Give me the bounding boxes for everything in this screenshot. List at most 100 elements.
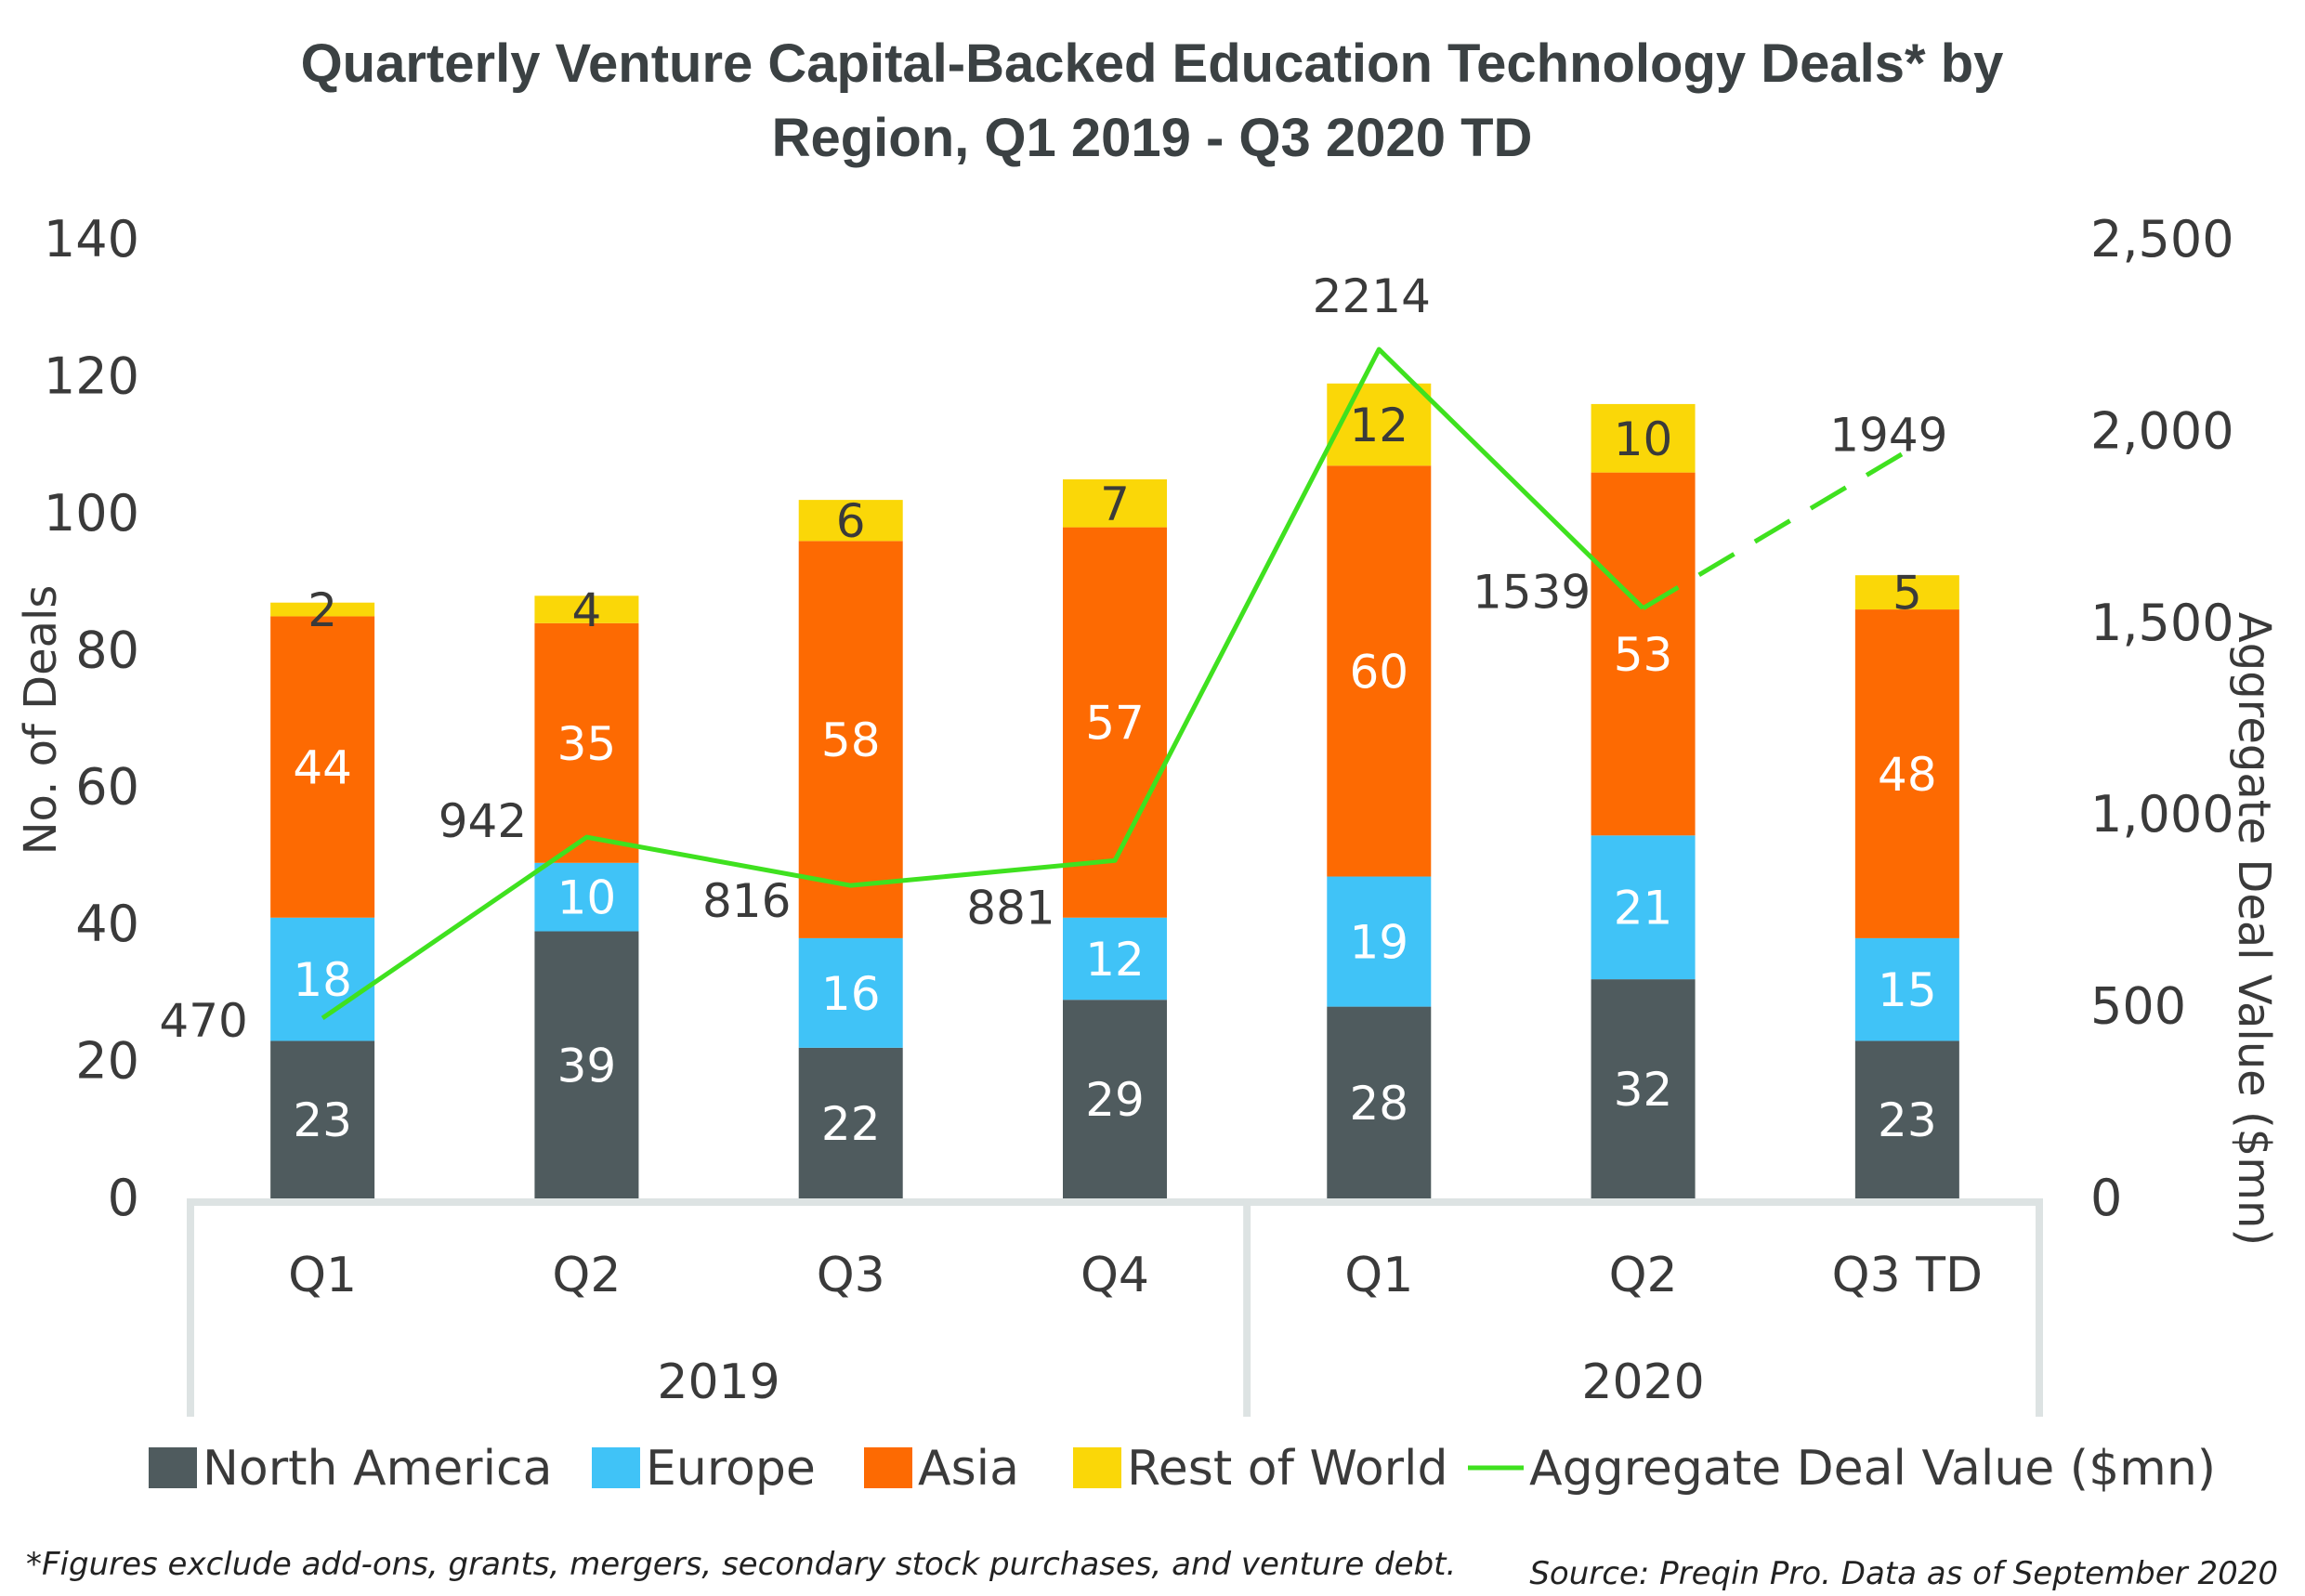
bar-segment-rest-of-world xyxy=(270,602,375,617)
bar-segment-label: 7 xyxy=(1100,477,1130,531)
bar-segment-rest-of-world xyxy=(1591,403,1696,473)
legend-swatch-asia xyxy=(864,1447,912,1488)
y2-tick-label: 0 xyxy=(2090,1169,2122,1227)
bar-segment-asia xyxy=(1591,472,1696,836)
y2-axis-title: Aggregate Deal Value ($mn) xyxy=(2228,612,2280,1246)
line-value-label: 881 xyxy=(966,881,1054,935)
bar-segment-north-america xyxy=(1854,1040,1959,1198)
bar-segment-label: 4 xyxy=(572,583,602,637)
bar-segment-label: 2 xyxy=(308,583,337,637)
bar-segment-north-america xyxy=(1591,979,1696,1198)
bar-segment-label: 29 xyxy=(1085,1073,1145,1127)
bar-segment-north-america xyxy=(270,1040,375,1198)
bar-segment-asia xyxy=(270,616,375,918)
y2-tick-label: 500 xyxy=(2090,977,2186,1036)
category-label: Q1 xyxy=(1344,1248,1413,1303)
bar-segment-label: 44 xyxy=(293,741,352,795)
category-label: Q3 xyxy=(817,1248,885,1303)
bar-segment-asia xyxy=(534,622,639,863)
legend-swatch-europe xyxy=(592,1447,640,1488)
line-value-label: 470 xyxy=(159,994,247,1048)
y-tick-label: 100 xyxy=(44,484,139,543)
bar-segment-europe xyxy=(798,937,903,1048)
y-tick-label: 60 xyxy=(75,758,139,817)
legend-label: North America xyxy=(203,1441,552,1497)
bar-segment-label: 5 xyxy=(1892,567,1922,621)
bar-segment-rest-of-world xyxy=(1327,383,1432,466)
legend-label: Europe xyxy=(646,1441,816,1497)
category-label: Q1 xyxy=(288,1248,357,1303)
bar-segment-label: 21 xyxy=(1614,882,1673,935)
chart-title-line-2: Region, Q1 2019 - Q3 2020 TD xyxy=(772,108,1533,168)
bar-segment-asia xyxy=(1063,527,1167,918)
bar-segment-rest-of-world xyxy=(534,595,639,623)
legend-swatch-north-america xyxy=(149,1447,197,1488)
bar-segment-north-america xyxy=(798,1047,903,1198)
bar-segment-label: 23 xyxy=(1878,1093,1937,1147)
y-tick-label: 80 xyxy=(75,621,139,679)
group-label: 2020 xyxy=(1581,1354,1704,1410)
y-tick-label: 0 xyxy=(108,1169,139,1227)
source-note: Source: Preqin Pro. Data as of September… xyxy=(1529,1555,2278,1592)
group-label: 2019 xyxy=(657,1354,779,1410)
legend-label: Aggregate Deal Value ($mn) xyxy=(1529,1441,2216,1497)
bar-segment-label: 53 xyxy=(1614,628,1673,682)
bar-segment-label: 48 xyxy=(1878,748,1937,802)
bar-segment-label: 10 xyxy=(557,871,617,925)
y2-axis-ticks: 0 500 1,000 1,500 2,000 2,500 xyxy=(2090,210,2234,1227)
y-tick-label: 20 xyxy=(75,1032,139,1091)
bar-segment-label: 57 xyxy=(1085,697,1145,751)
y2-tick-label: 1,000 xyxy=(2090,785,2234,844)
y-tick-label: 120 xyxy=(44,347,139,405)
bar-segment-label: 60 xyxy=(1349,645,1408,699)
y-tick-label: 140 xyxy=(44,210,139,268)
bar-segment-europe xyxy=(1591,835,1696,980)
category-axis-frame xyxy=(187,1198,2043,1417)
bar-segment-label: 32 xyxy=(1614,1063,1673,1117)
y2-tick-label: 2,000 xyxy=(2090,401,2234,460)
bar-segment-label: 19 xyxy=(1349,916,1408,970)
line-value-label: 942 xyxy=(439,794,527,848)
category-label: Q4 xyxy=(1080,1248,1149,1303)
line-value-label: 816 xyxy=(702,874,791,928)
bar-segment-north-america xyxy=(1327,1006,1432,1198)
bar-segment-label: 39 xyxy=(557,1039,617,1092)
bar-segment-europe xyxy=(1063,917,1167,1001)
footnote: *Figures exclude add-ons, grants, merger… xyxy=(26,1546,1456,1583)
line-value-label: 1539 xyxy=(1473,566,1591,620)
bar-segment-label: 35 xyxy=(557,717,617,771)
bar-segment-label: 15 xyxy=(1878,963,1937,1017)
bar-segment-rest-of-world xyxy=(1854,575,1959,610)
bar-segment-label: 58 xyxy=(821,713,881,767)
line-series-solid xyxy=(321,347,1645,1021)
bar-segment-asia xyxy=(1854,609,1959,938)
bar-segment-rest-of-world xyxy=(798,500,903,542)
bar-segment-label: 28 xyxy=(1349,1077,1408,1131)
category-label: Q2 xyxy=(1609,1248,1678,1303)
bar-segment-asia xyxy=(1327,465,1432,877)
bar-segment-north-america xyxy=(534,931,639,1198)
chart-title-line-1: Quarterly Venture Capital-Backed Educati… xyxy=(301,33,2004,94)
category-label: Q3 TD xyxy=(1832,1248,1983,1303)
category-labels: Q1 Q2 Q3 Q4 Q1 Q2 Q3 TD 2019 2020 xyxy=(288,1248,1983,1410)
bar-segment-europe xyxy=(270,917,375,1041)
bar-segment-europe xyxy=(534,862,639,932)
legend-label: Asia xyxy=(918,1441,1019,1497)
bar-segment-europe xyxy=(1854,937,1959,1041)
bar-segment-label: 12 xyxy=(1085,933,1145,987)
y2-tick-label: 2,500 xyxy=(2090,210,2234,268)
legend-label: Rest of World xyxy=(1127,1441,1447,1497)
bars: 23 18 44 2 39 10 35 4 22 16 58 6 29 12 57 7 28 19 60 12 32 21… xyxy=(270,383,1959,1198)
y-axis-title: No. of Deals xyxy=(15,585,67,856)
bar-segment-asia xyxy=(798,541,903,938)
line-series-dashed xyxy=(1642,449,1909,610)
legend-swatch-rest-of-world xyxy=(1073,1447,1121,1488)
bar-segment-rest-of-world xyxy=(1063,479,1167,528)
bar-segment-label: 6 xyxy=(836,494,866,548)
category-label: Q2 xyxy=(552,1248,621,1303)
bar-segment-north-america xyxy=(1063,1000,1167,1198)
bar-segment-label: 10 xyxy=(1614,412,1673,466)
bar-segment-label: 12 xyxy=(1349,399,1408,452)
line-value-label: 2214 xyxy=(1313,269,1431,323)
